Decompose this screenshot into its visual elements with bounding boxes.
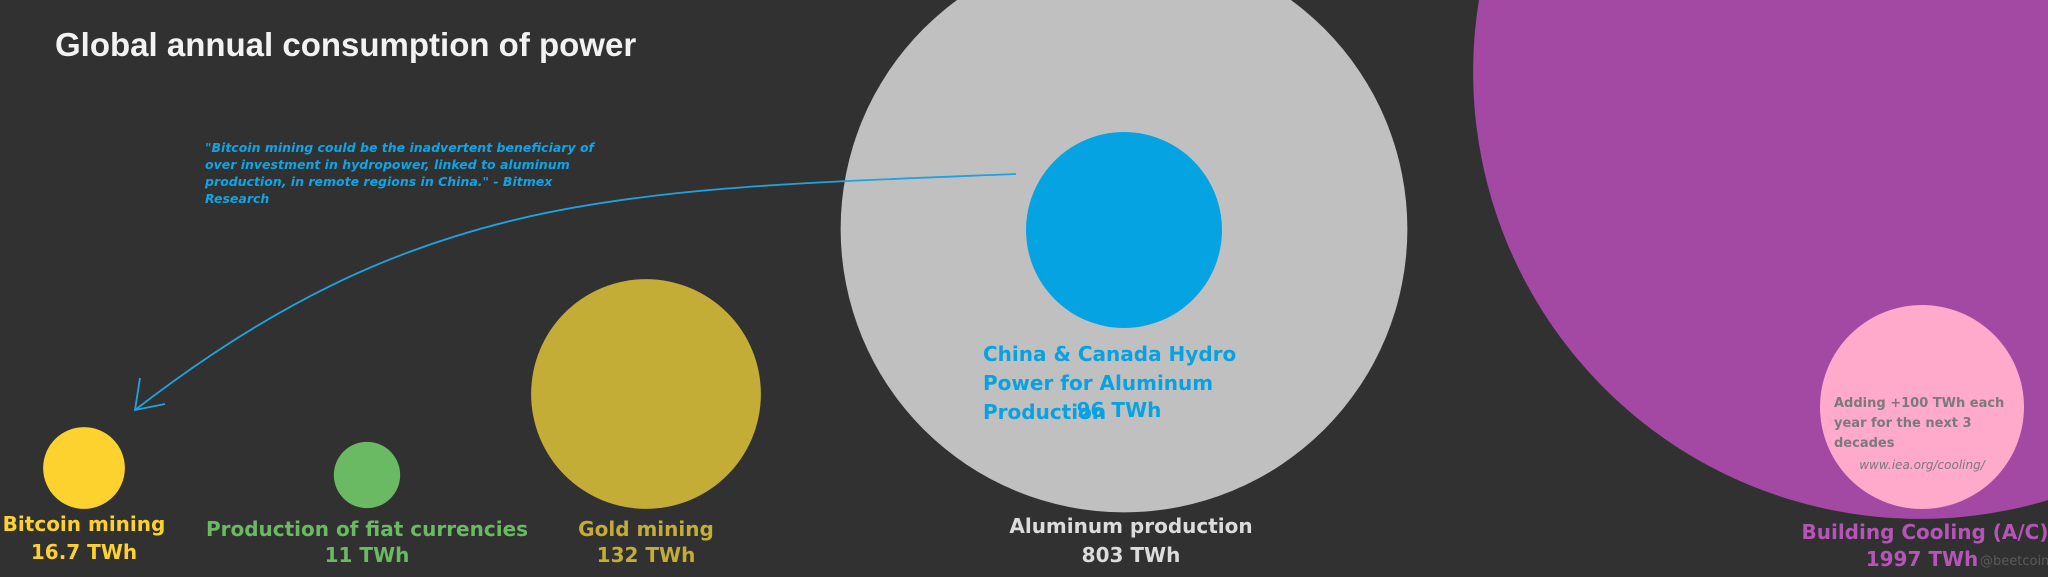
bubble-label: Production of fiat currencies: [205, 517, 529, 541]
value-label: 803 TWh: [1081, 543, 1181, 567]
growth-circle: [1820, 305, 2024, 509]
value-label: 1997 TWh: [1865, 547, 1979, 571]
bubble: [43, 427, 125, 509]
bubble-label: Aluminum production: [1009, 514, 1253, 538]
credit: @beetcoin: [1980, 554, 2048, 569]
bubble: [333, 441, 401, 509]
bubble-label: Bitcoin mining: [2, 512, 166, 536]
arrow-head: [133, 377, 166, 412]
value-label: 11 TWh: [324, 543, 410, 567]
bubble-label: Building Cooling (A/C): [1801, 520, 2048, 544]
value-label: 16.7 TWh: [30, 540, 138, 564]
value-label: 96 TWh: [1076, 398, 1162, 422]
source: www.iea.org/cooling/: [1859, 458, 1985, 472]
bubbles: [43, 0, 2048, 519]
annotation: "Bitcoin mining could be the inadvertent…: [205, 140, 594, 206]
bubble-label: China & Canada Hydro Power for Aluminum …: [983, 342, 1237, 424]
chart-title: Global annual consumption of power: [55, 26, 637, 63]
bubble-label: Gold mining: [578, 517, 714, 541]
bubble: [1026, 132, 1222, 328]
value-label: 132 TWh: [596, 543, 696, 567]
note: Adding +100 TWh each year for the next 3…: [1834, 396, 2005, 451]
bubble: [531, 279, 761, 509]
arrow: [134, 173, 1017, 411]
